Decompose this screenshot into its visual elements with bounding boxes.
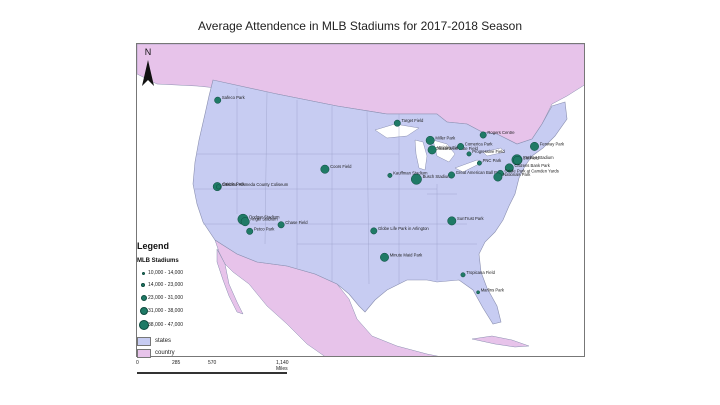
stadium-label: Rogers Centre — [487, 130, 515, 135]
stadium-label: Kauffman Stadium — [393, 170, 428, 175]
map-frame: Safeco Park Oracle Park Oakland-Alameda Co… — [136, 43, 585, 357]
stadium-label: Marlins Park — [481, 287, 505, 292]
stadium-marker — [216, 184, 221, 190]
stadium-label: Oracle Park — [223, 182, 246, 187]
legend-label-4: 31,000 - 38,000 — [148, 308, 184, 314]
map-title: Average Attendence in MLB Stadiums for 2… — [198, 19, 522, 33]
legend-subtitle: MLB Stadiums — [137, 258, 179, 264]
stadium-marker — [447, 216, 457, 226]
stadium-label: Busch Stadium — [423, 174, 452, 179]
stadium-label: Globe Life Park in Arlington — [378, 226, 429, 231]
stadium-marker — [476, 160, 482, 166]
scale-tick-2: 570 — [208, 360, 217, 366]
stadium-marker — [380, 252, 389, 262]
lake-erie — [454, 159, 484, 173]
stadium-marker — [393, 119, 401, 127]
stadium-label: Oakland-Alameda County Coliseum — [222, 182, 289, 187]
lake-huron — [432, 139, 456, 163]
legend-symbol-2 — [141, 283, 145, 287]
country-label: country — [155, 350, 175, 356]
stadium-marker — [370, 227, 378, 235]
stadium-marker — [214, 96, 222, 104]
stadium-label: Minute Maid Park — [390, 252, 423, 257]
state-boundaries — [195, 88, 477, 285]
stadium-marker — [240, 217, 250, 227]
stadium-label: Citizens Bank Park — [515, 163, 551, 168]
stadium-marker — [277, 221, 285, 229]
legend-label-1: 10,000 - 14,000 — [148, 270, 184, 276]
stadium-marker — [504, 163, 514, 173]
stadium-label: Dodger Stadium — [249, 214, 280, 219]
stadium-label: Wrigley Field — [437, 145, 462, 150]
stadium-label: Yankee Stadium — [523, 155, 554, 160]
stadium-label: Angel Stadium — [250, 217, 278, 222]
stadium-label: Progressive Field — [472, 149, 505, 154]
stadium-label: Tropicana Field — [466, 270, 495, 275]
stadium-marker — [246, 227, 254, 235]
cuba-island — [471, 335, 530, 348]
states-label: states — [155, 338, 172, 344]
legend-label-5: 38,000 - 47,000 — [148, 322, 184, 328]
lake-michigan — [414, 139, 428, 171]
stadium-marker — [479, 131, 487, 139]
stadium-label: SunTrust Park — [457, 216, 485, 221]
scale-bar: 0 285 570 1,140 Miles — [136, 360, 296, 380]
stadium-marker — [460, 272, 466, 278]
stadium-label: Safeco Park — [222, 95, 246, 100]
us-states — [192, 79, 568, 325]
stadium-label: PNC Park — [483, 158, 503, 163]
stadium-label: Nationals Park — [503, 172, 531, 177]
stadium-marker — [476, 290, 480, 295]
legend-label-3: 23,000 - 31,000 — [148, 295, 184, 301]
stadium-label: Guaranteed Rate Field — [436, 146, 479, 151]
legend-symbol-5 — [139, 320, 149, 330]
scale-tick-1: 285 — [172, 360, 181, 366]
stadium-marker — [427, 145, 437, 155]
baja-peninsula — [216, 248, 244, 315]
stadium-marker — [320, 164, 330, 174]
north-label: N — [145, 47, 152, 57]
legend-symbol-4 — [140, 307, 148, 315]
stadium-marker — [466, 151, 472, 157]
stadium-marker — [457, 143, 465, 150]
stadium-label: Chase Field — [285, 220, 308, 225]
scale-tick-3: 1,140 Miles — [276, 360, 289, 372]
legend-title: Legend — [137, 241, 170, 251]
north-arrow-icon: N — [142, 47, 154, 86]
states-swatch — [137, 337, 151, 346]
legend-label-2: 14,000 - 23,000 — [148, 282, 184, 288]
legend-symbol-3 — [141, 295, 147, 301]
country-swatch — [137, 349, 151, 358]
lake-ontario — [482, 147, 506, 157]
stadium-label: Target Field — [402, 118, 425, 123]
stadium-marker — [448, 171, 455, 179]
stadium-label: Coors Field — [330, 164, 352, 169]
stadium-label: Miller Park — [435, 135, 456, 140]
stadium-marker — [493, 172, 503, 182]
legend-symbol-1 — [142, 272, 145, 275]
scale-tick-0: 0 — [136, 360, 139, 366]
stadium-marker — [425, 135, 435, 145]
stadium-label: Comerica Park — [465, 142, 494, 147]
stadium-marker — [387, 172, 393, 178]
stadium-marker — [410, 173, 422, 185]
stadium-marker — [513, 155, 522, 165]
stadium-label: Petco Park — [254, 226, 275, 231]
stadium-label: Oriole Park at Camden Yards — [505, 168, 559, 173]
scale-bar-line — [137, 372, 287, 374]
stadium-marker — [530, 141, 539, 151]
stadium-label: Fenway Park — [540, 141, 565, 146]
stadium-label: Citi Field — [523, 155, 540, 160]
lake-superior — [374, 123, 420, 139]
stadium-label: Great American Ball Park — [456, 170, 504, 175]
